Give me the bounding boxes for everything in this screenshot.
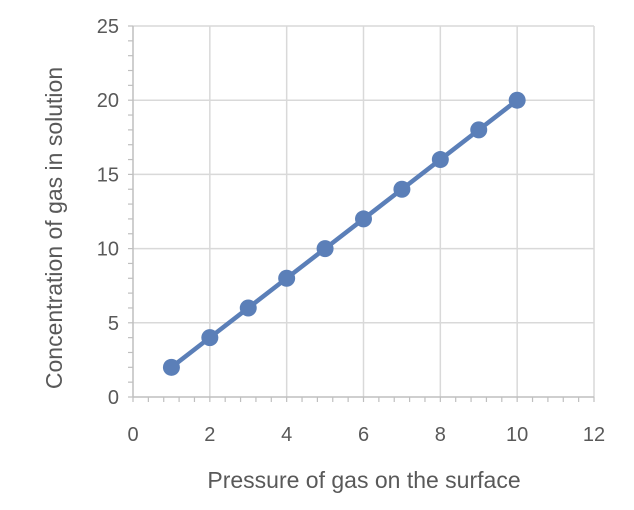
x-tick-label: 8 bbox=[435, 424, 446, 446]
data-point bbox=[393, 180, 411, 198]
series-group bbox=[162, 91, 526, 376]
x-tick-labels: 0 2 4 6 8 10 12 bbox=[127, 424, 605, 446]
data-point bbox=[162, 358, 180, 376]
y-axis-title: Concentration of gas in solution bbox=[41, 67, 67, 389]
data-point bbox=[316, 240, 334, 258]
x-tick-label: 10 bbox=[506, 424, 528, 446]
x-tick-label: 0 bbox=[127, 424, 138, 446]
series-line bbox=[170, 98, 519, 370]
y-tick-label: 0 bbox=[108, 387, 119, 409]
x-tick-label: 6 bbox=[358, 424, 369, 446]
data-point bbox=[470, 121, 488, 139]
data-point bbox=[508, 91, 526, 109]
x-tick-label: 12 bbox=[583, 424, 605, 446]
data-point bbox=[431, 151, 449, 169]
data-point bbox=[239, 299, 257, 317]
data-point bbox=[355, 210, 372, 228]
data-point bbox=[278, 269, 296, 287]
x-tick-label: 4 bbox=[281, 424, 292, 446]
data-point bbox=[201, 329, 219, 347]
x-tick-label: 2 bbox=[204, 424, 215, 446]
y-tick-label: 5 bbox=[108, 313, 119, 335]
x-axis-title: Pressure of gas on the surface bbox=[207, 467, 520, 493]
y-tick-labels: 0 5 10 15 20 25 bbox=[97, 16, 119, 409]
y-tick-label: 25 bbox=[97, 16, 119, 38]
y-tick-label: 15 bbox=[97, 164, 119, 186]
y-tick-label: 10 bbox=[97, 239, 119, 261]
y-tick-label: 20 bbox=[97, 90, 119, 112]
axes bbox=[128, 25, 595, 402]
